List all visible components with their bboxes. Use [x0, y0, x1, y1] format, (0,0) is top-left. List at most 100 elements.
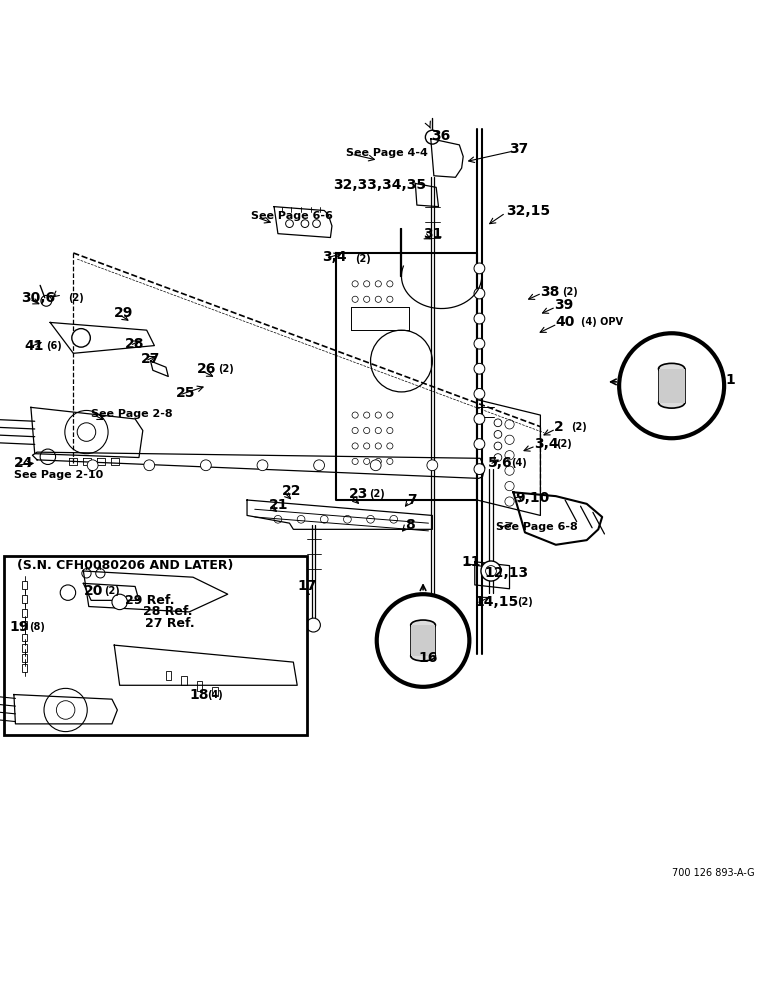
- Text: (8): (8): [29, 622, 46, 632]
- Circle shape: [474, 363, 485, 374]
- Text: 20: 20: [83, 584, 103, 598]
- Circle shape: [112, 594, 127, 610]
- Bar: [22, 609, 27, 617]
- Text: 24: 24: [14, 456, 33, 470]
- Text: 28: 28: [125, 337, 144, 351]
- Text: (4): (4): [207, 690, 222, 700]
- Text: 28 Ref.: 28 Ref.: [143, 605, 192, 618]
- Text: (S.N. CFH0080206 AND LATER): (S.N. CFH0080206 AND LATER): [17, 559, 233, 572]
- Text: 29: 29: [114, 306, 134, 320]
- Text: 3,4: 3,4: [534, 437, 559, 451]
- Text: 9,10: 9,10: [516, 491, 550, 505]
- Text: 5,6: 5,6: [488, 456, 513, 470]
- Text: 36: 36: [431, 129, 450, 143]
- Text: 8: 8: [405, 518, 415, 532]
- Text: (2): (2): [517, 597, 533, 607]
- Text: 12,13: 12,13: [485, 566, 529, 580]
- Text: (2): (2): [355, 254, 371, 264]
- Text: 30,6: 30,6: [22, 291, 56, 305]
- Circle shape: [377, 594, 469, 687]
- Text: (2): (2): [68, 293, 83, 303]
- Text: 40: 40: [556, 315, 575, 329]
- Circle shape: [427, 460, 438, 471]
- Circle shape: [474, 388, 485, 399]
- Text: 27 Ref.: 27 Ref.: [145, 617, 195, 630]
- Text: See Page 6-6: See Page 6-6: [251, 211, 333, 221]
- Text: 18: 18: [189, 688, 208, 702]
- Circle shape: [481, 561, 501, 581]
- Text: 41: 41: [25, 339, 44, 353]
- Text: See Page 2-8: See Page 2-8: [91, 409, 173, 419]
- Circle shape: [474, 313, 485, 324]
- Ellipse shape: [659, 397, 685, 408]
- Text: 26: 26: [197, 362, 216, 376]
- Ellipse shape: [411, 620, 435, 630]
- Text: (2): (2): [369, 489, 384, 499]
- Circle shape: [474, 439, 485, 449]
- Text: 16: 16: [418, 651, 438, 665]
- Circle shape: [201, 460, 212, 471]
- Text: (2): (2): [571, 422, 587, 432]
- Circle shape: [425, 130, 439, 144]
- Circle shape: [72, 329, 90, 347]
- Text: 38: 38: [540, 285, 560, 299]
- Text: 7: 7: [408, 493, 417, 507]
- Bar: [22, 621, 27, 629]
- Text: 32,33,34,35: 32,33,34,35: [334, 178, 427, 192]
- Circle shape: [474, 464, 485, 475]
- Bar: [212, 687, 218, 696]
- Text: (6): (6): [46, 341, 62, 351]
- Circle shape: [371, 460, 381, 471]
- Circle shape: [474, 288, 485, 299]
- Text: 32,15: 32,15: [506, 204, 550, 218]
- Text: (2): (2): [104, 586, 120, 596]
- Polygon shape: [659, 369, 685, 403]
- Text: See Page 6-8: See Page 6-8: [496, 522, 577, 532]
- Circle shape: [60, 585, 76, 600]
- Circle shape: [474, 338, 485, 349]
- Text: See Page 4-4: See Page 4-4: [346, 148, 428, 158]
- Text: (2): (2): [218, 364, 234, 374]
- Ellipse shape: [659, 363, 685, 374]
- Text: 23: 23: [349, 487, 368, 501]
- Polygon shape: [411, 625, 435, 656]
- Circle shape: [306, 618, 320, 632]
- Circle shape: [144, 460, 154, 471]
- Bar: [22, 581, 27, 589]
- Bar: [22, 644, 27, 652]
- Text: 39: 39: [554, 298, 574, 312]
- Text: 25: 25: [176, 386, 195, 400]
- Bar: [197, 681, 202, 691]
- Text: 2: 2: [554, 420, 564, 434]
- Text: 17: 17: [297, 579, 317, 593]
- Bar: [22, 654, 27, 662]
- Circle shape: [87, 460, 98, 471]
- Circle shape: [474, 263, 485, 274]
- Text: 1: 1: [726, 373, 736, 387]
- Text: (4) OPV: (4) OPV: [581, 317, 622, 327]
- Circle shape: [619, 333, 724, 438]
- Text: 27: 27: [141, 352, 160, 366]
- Circle shape: [313, 460, 324, 471]
- Text: 14,15: 14,15: [475, 595, 519, 609]
- Text: (2): (2): [556, 439, 571, 449]
- Text: 11: 11: [462, 555, 481, 569]
- Text: (4): (4): [511, 458, 527, 468]
- Text: 19: 19: [9, 620, 29, 634]
- Text: 700 126 893-A-G: 700 126 893-A-G: [672, 868, 755, 878]
- Text: 37: 37: [510, 142, 529, 156]
- Bar: [22, 664, 27, 672]
- Text: See Page 2-10: See Page 2-10: [14, 470, 103, 480]
- Circle shape: [257, 460, 268, 471]
- Text: 22: 22: [282, 484, 301, 498]
- Text: 21: 21: [269, 498, 288, 512]
- Ellipse shape: [411, 651, 435, 661]
- Circle shape: [474, 414, 485, 424]
- Bar: [22, 634, 27, 641]
- Text: 29 Ref.: 29 Ref.: [125, 594, 174, 607]
- Bar: [4, 556, 307, 735]
- Text: 31: 31: [423, 227, 442, 241]
- Text: 3,4: 3,4: [322, 250, 347, 264]
- Text: (2): (2): [562, 287, 577, 297]
- Bar: [181, 676, 187, 685]
